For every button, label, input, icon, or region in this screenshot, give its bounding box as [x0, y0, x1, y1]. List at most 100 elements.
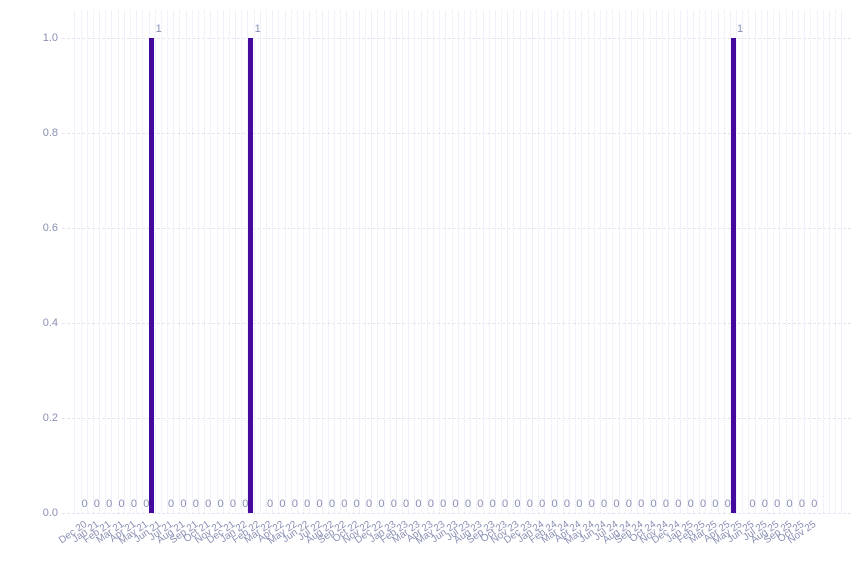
y-axis-tick-label: 1.0 — [42, 31, 58, 44]
x-gridline-minor — [717, 10, 719, 513]
x-gridline-dotted — [179, 10, 181, 513]
bar-value-label: 0 — [118, 498, 125, 510]
x-gridline-minor — [358, 10, 360, 513]
x-gridline-dotted — [414, 10, 416, 513]
bar-value-label: 0 — [106, 498, 113, 510]
bar-value-label: 0 — [291, 498, 298, 510]
bar-value-label: 0 — [341, 498, 348, 510]
x-gridline-minor — [544, 10, 546, 513]
x-gridline-dotted — [117, 10, 119, 513]
x-gridline-dotted — [241, 10, 243, 513]
x-gridline-minor — [779, 10, 781, 513]
bar-value-label: 0 — [279, 498, 286, 510]
bar-value-label: 0 — [502, 498, 509, 510]
x-gridline-dotted — [513, 10, 515, 513]
x-gridline-minor — [247, 10, 249, 513]
bar-value-label: 0 — [600, 498, 608, 510]
x-gridline-minor — [532, 10, 533, 513]
x-gridline-dotted — [624, 10, 626, 513]
bar-value-label: 0 — [168, 498, 175, 510]
x-gridline-minor — [371, 10, 373, 513]
x-gridline-minor — [457, 10, 459, 513]
x-gridline-dotted — [451, 10, 453, 513]
bar-value-label: 0 — [217, 498, 224, 510]
x-gridline-dotted — [686, 10, 688, 513]
y-gridline — [62, 323, 851, 324]
x-gridline-minor — [136, 10, 138, 513]
x-gridline-dotted — [637, 10, 639, 513]
x-gridline-minor — [222, 10, 224, 513]
x-gridline-minor — [383, 10, 385, 513]
bar-value-label: 0 — [365, 498, 373, 510]
x-gridline-dotted — [439, 10, 441, 513]
x-gridline-minor — [643, 10, 645, 513]
x-gridline-dotted — [228, 10, 230, 513]
bar-value-label: 0 — [576, 498, 583, 510]
x-gridline-minor — [705, 10, 707, 513]
bar-value-label: 0 — [539, 498, 546, 510]
x-gridline-dotted — [501, 10, 503, 513]
bar-value-label: 0 — [650, 498, 657, 510]
bar[interactable] — [149, 38, 155, 513]
y-axis-tick-label: 0.0 — [42, 506, 58, 519]
bar-value-label: 0 — [699, 498, 707, 510]
bar-value-label: 0 — [93, 498, 100, 510]
x-gridline-dotted — [327, 10, 329, 513]
x-gridline-dotted — [92, 10, 94, 513]
x-gridline-dotted — [142, 10, 144, 513]
x-gridline-dotted — [723, 10, 725, 513]
y-gridline — [62, 418, 851, 419]
x-gridline-minor — [556, 10, 558, 513]
x-gridline-dotted — [699, 10, 700, 513]
bar-value-label: 0 — [489, 498, 496, 510]
x-gridline-minor — [754, 10, 756, 513]
bar-value-label: 0 — [749, 498, 756, 510]
x-gridline-dotted — [612, 10, 614, 513]
x-gridline-minor — [284, 10, 286, 513]
bar-value-label: 0 — [563, 498, 570, 510]
x-gridline-minor — [630, 10, 632, 513]
x-gridline-dotted — [649, 10, 651, 513]
x-gridline-dotted — [538, 10, 540, 513]
bar-value-label: 0 — [316, 498, 323, 510]
x-gridline-dotted — [575, 10, 577, 513]
y-gridline — [62, 133, 851, 134]
x-gridline-dotted — [340, 10, 342, 513]
x-gridline-minor — [74, 10, 76, 513]
x-gridline-minor — [259, 10, 261, 513]
bar[interactable] — [248, 38, 254, 513]
x-gridline-minor — [767, 10, 769, 513]
x-gridline-dotted — [785, 10, 787, 513]
bar[interactable] — [730, 38, 736, 513]
x-gridline-dotted — [352, 10, 354, 513]
y-axis-tick-label: 0.8 — [42, 126, 58, 139]
y-gridline — [62, 513, 851, 514]
x-gridline-dotted — [835, 10, 837, 513]
x-gridline-minor — [816, 10, 818, 513]
bar-value-label: 0 — [761, 498, 768, 510]
x-gridline-dotted — [278, 10, 280, 513]
x-gridline-dotted — [760, 10, 762, 513]
x-gridline-dotted — [253, 10, 255, 513]
bar-value-label: 0 — [786, 498, 793, 510]
bar-value-label: 0 — [440, 498, 447, 510]
bar-value-label: 0 — [328, 498, 335, 510]
y-gridline — [62, 228, 851, 229]
x-gridline-dotted — [154, 10, 156, 513]
x-gridline-minor — [309, 10, 311, 513]
x-gridline-dotted — [773, 10, 775, 513]
x-gridline-minor — [296, 10, 298, 513]
x-gridline-minor — [433, 10, 435, 513]
x-gridline-minor — [791, 10, 793, 513]
x-gridline-minor — [692, 10, 694, 513]
x-gridline-minor — [655, 10, 657, 513]
bar-value-label: 1 — [737, 23, 744, 35]
x-gridline-minor — [519, 10, 521, 513]
x-gridline-minor — [173, 10, 175, 513]
bar-value-label: 0 — [353, 498, 360, 510]
x-gridline-dotted — [822, 10, 824, 513]
x-gridline-dotted — [587, 10, 589, 513]
x-gridline-minor — [346, 10, 348, 513]
x-gridline-dotted — [191, 10, 193, 513]
